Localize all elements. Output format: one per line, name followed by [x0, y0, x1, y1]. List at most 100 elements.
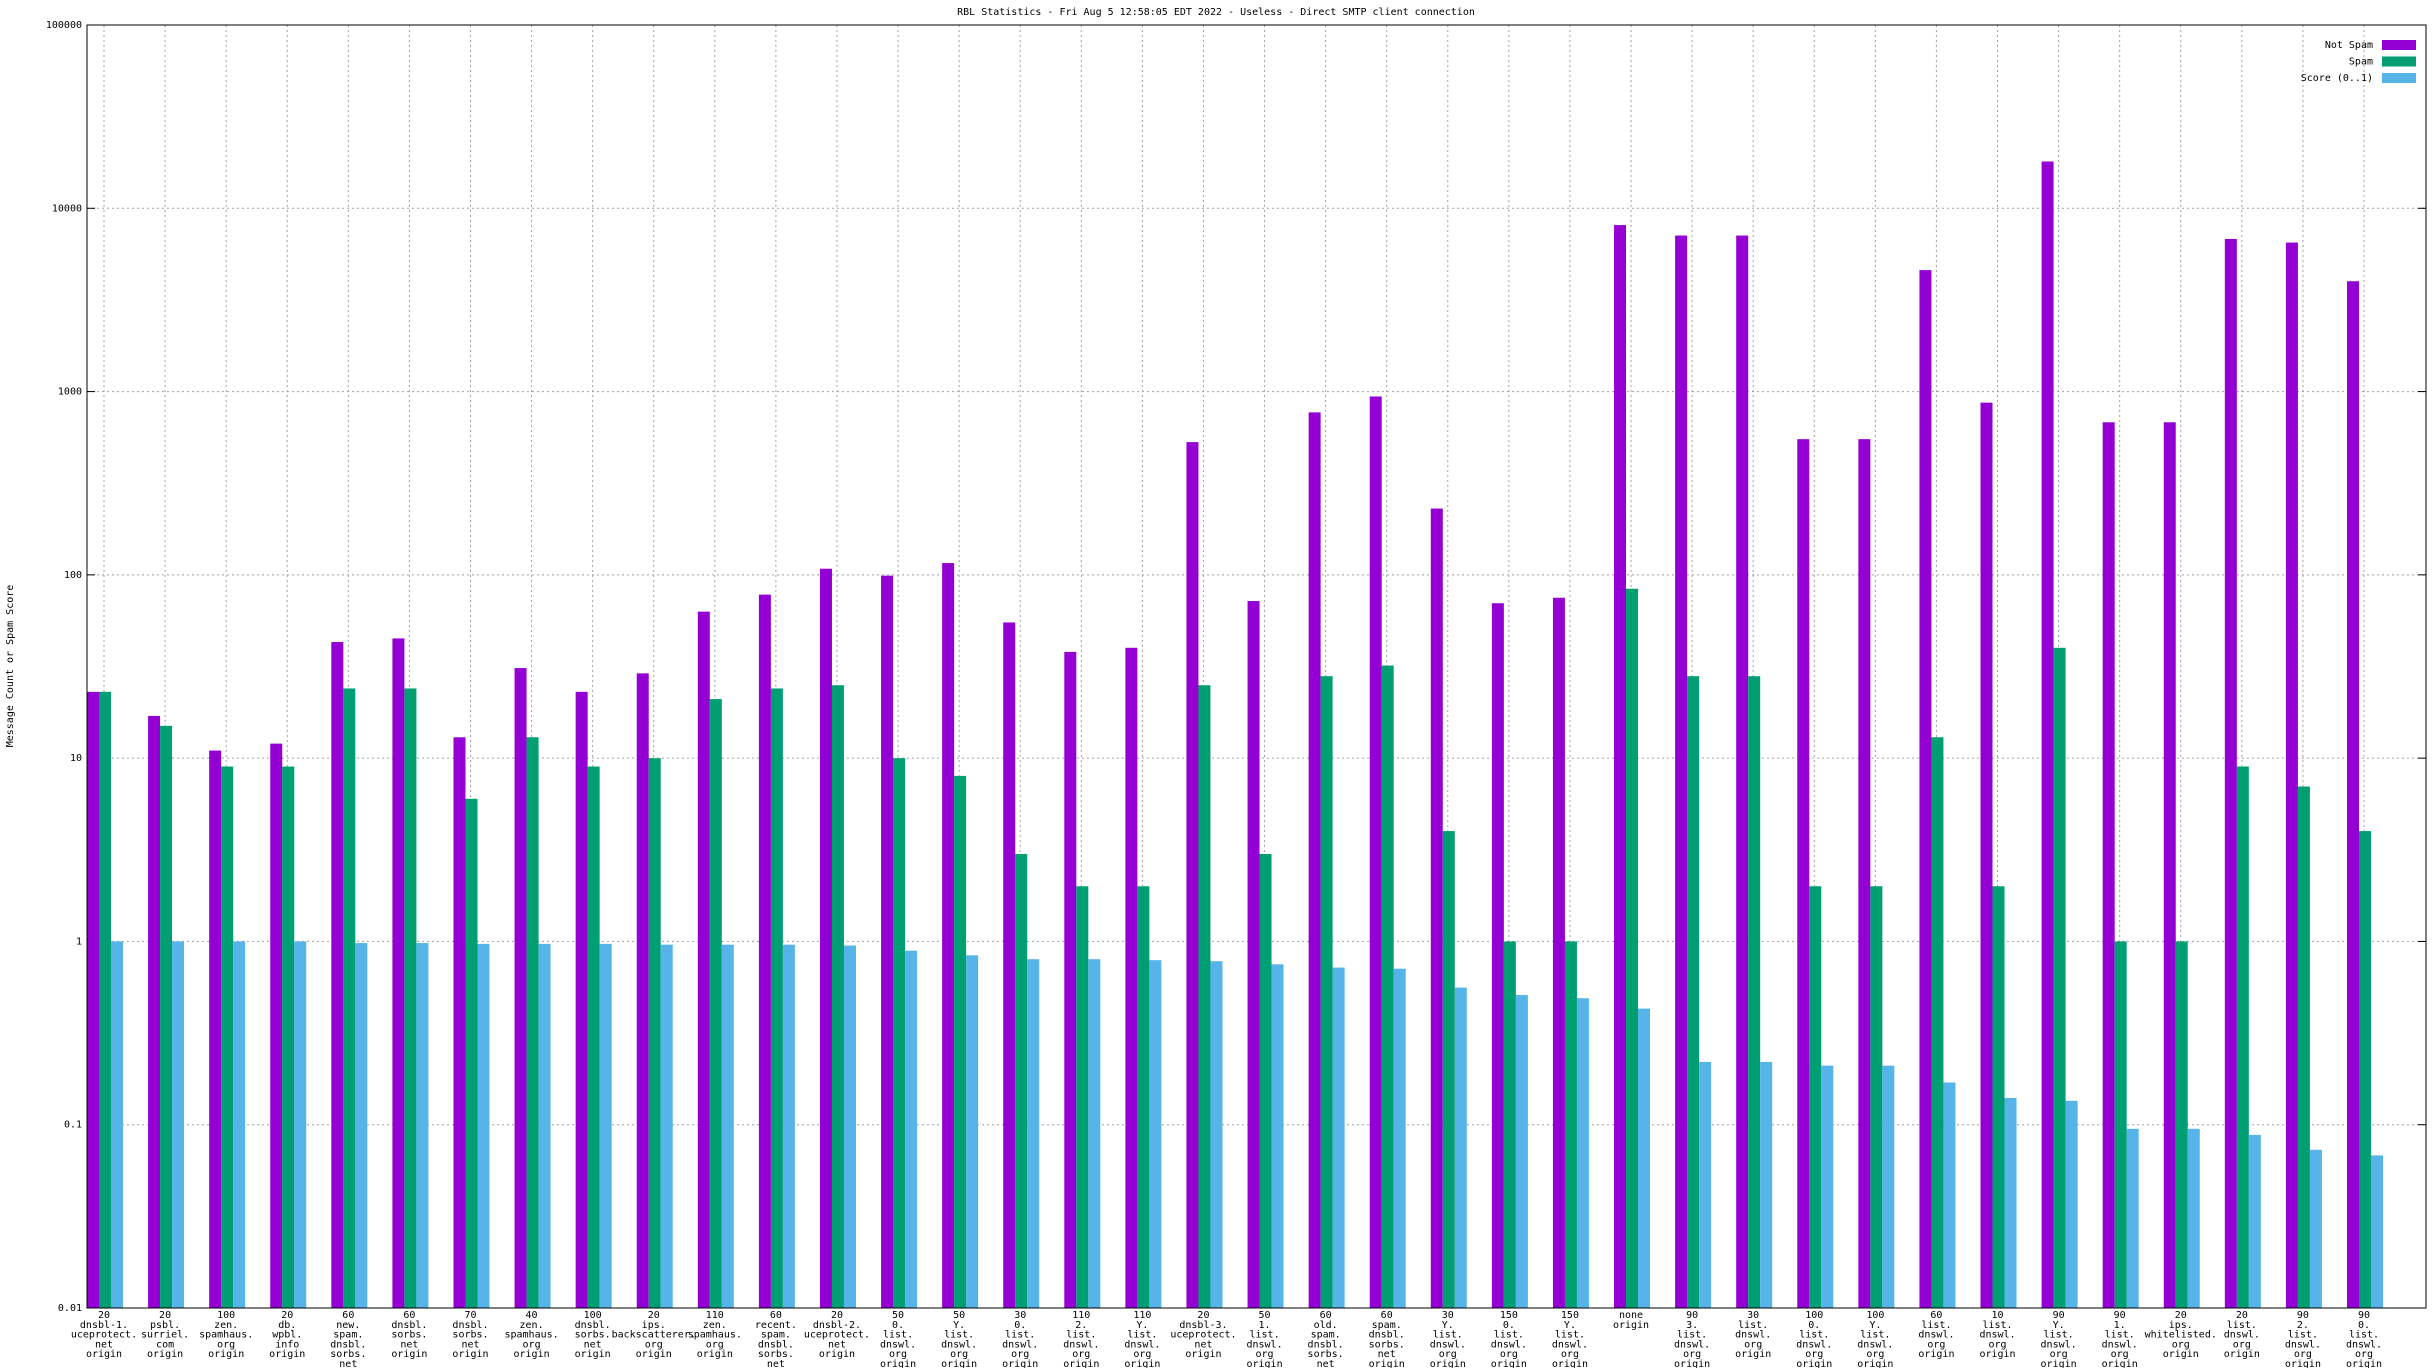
bar	[1210, 961, 1223, 1308]
y-tick-label: 10000	[52, 203, 82, 214]
bar	[1320, 676, 1333, 1308]
bar	[2126, 1128, 2139, 1308]
x-tick-label: 90 2. list. dnswl. org origin	[2285, 1310, 2321, 1368]
bar	[1198, 685, 1211, 1308]
bar	[954, 775, 967, 1308]
bar	[782, 944, 795, 1308]
bar	[1882, 1065, 1895, 1308]
bar	[2187, 1128, 2200, 1308]
bar	[648, 758, 661, 1308]
bar	[1491, 603, 1504, 1308]
bar	[514, 668, 527, 1308]
x-tick-label: 40 zen. spamhaus. org origin	[504, 1310, 558, 1360]
bar	[1931, 737, 1944, 1308]
x-tick-label: 50 1. list. dnswl. org origin	[1246, 1310, 1282, 1368]
x-tick-label: 30 0. list. dnswl. org origin	[1002, 1310, 1038, 1368]
bar	[99, 691, 111, 1308]
legend-swatch	[2382, 56, 2416, 67]
bar	[660, 944, 673, 1308]
bar	[1088, 959, 1101, 1308]
x-tick-label: 20 db. wpbl. info origin	[269, 1310, 305, 1360]
x-tick-label: 150 Y. list. dnswl. org origin	[1552, 1310, 1588, 1368]
legend-label: Not Spam	[2325, 40, 2373, 51]
bar	[770, 688, 783, 1308]
bar	[1332, 967, 1345, 1308]
bar	[905, 950, 918, 1308]
bar	[1980, 402, 1993, 1308]
x-tick-label: 50 Y. list. dnswl. org origin	[941, 1310, 977, 1368]
x-tick-label: 20 list. dnswl. org origin	[2224, 1310, 2260, 1360]
bar	[465, 798, 478, 1308]
x-tick-label: 20 dnsbl-2. uceprotect. net origin	[804, 1310, 870, 1360]
bar	[893, 758, 906, 1308]
x-tick-label: 110 zen. spamhaus. org origin	[688, 1310, 742, 1360]
bar	[636, 673, 649, 1308]
x-tick-label: 30 Y. list. dnswl. org origin	[1430, 1310, 1466, 1368]
x-tick-label: 70 dnsbl. sorbs. net origin	[452, 1310, 488, 1360]
bar	[343, 688, 356, 1308]
x-tick-label: 100 zen. spamhaus. org origin	[199, 1310, 253, 1360]
bar	[160, 725, 173, 1308]
bar	[2114, 941, 2127, 1308]
bar	[599, 943, 612, 1308]
bar	[1699, 1061, 1712, 1308]
bar	[1821, 1065, 1834, 1308]
bar	[1626, 588, 1639, 1308]
x-tick-label: 150 0. list. dnswl. org origin	[1491, 1310, 1527, 1368]
bar	[1271, 964, 1284, 1308]
bar	[1125, 647, 1138, 1308]
bar	[1393, 968, 1406, 1308]
x-tick-label: 30 list. dnswl. org origin	[1735, 1310, 1771, 1360]
bar	[2285, 242, 2298, 1308]
bar	[270, 743, 283, 1308]
x-tick-label: 60 list. dnswl. org origin	[1918, 1310, 1954, 1360]
legend-swatch	[2382, 73, 2416, 83]
bar	[2053, 647, 2066, 1308]
bar	[538, 943, 551, 1308]
bar	[111, 941, 123, 1308]
x-tick-label: 20 psbl. surriel. com origin	[141, 1310, 189, 1360]
bar	[843, 945, 856, 1308]
bar	[172, 941, 185, 1308]
bar	[1247, 601, 1260, 1308]
bar	[2065, 1100, 2078, 1308]
bar	[1760, 1061, 1773, 1308]
bar	[331, 642, 344, 1308]
legend-label: Spam	[2349, 57, 2373, 68]
bar	[282, 766, 295, 1308]
bar	[1992, 886, 2005, 1308]
bar	[2041, 161, 2054, 1308]
bar	[209, 750, 222, 1308]
y-tick-label: 100000	[46, 20, 82, 31]
x-tick-label: 50 0. list. dnswl. org origin	[880, 1310, 916, 1368]
bar	[819, 568, 832, 1308]
chart-title: RBL Statistics - Fri Aug 5 12:58:05 EDT …	[957, 7, 1475, 18]
legend-label: Score (0..1)	[2301, 73, 2373, 84]
bar	[2359, 831, 2371, 1308]
bar	[2224, 238, 2237, 1309]
bar	[1503, 941, 1516, 1308]
bar	[526, 737, 539, 1308]
y-tick-label: 0.1	[64, 1120, 82, 1131]
bar	[2347, 281, 2359, 1309]
bar	[1797, 439, 1810, 1308]
bar	[1149, 960, 1162, 1308]
bar	[1430, 508, 1443, 1308]
bar	[831, 685, 844, 1308]
bar	[1638, 1008, 1651, 1308]
bar	[1736, 235, 1749, 1308]
bar	[1369, 396, 1382, 1308]
bar	[2309, 1149, 2322, 1308]
y-tick-label: 1	[76, 936, 82, 947]
x-tick-label: 60 dnsbl. sorbs. net origin	[391, 1310, 427, 1360]
bar	[1943, 1082, 1956, 1308]
bar	[1552, 597, 1565, 1308]
bar	[587, 766, 600, 1308]
bar	[221, 766, 234, 1308]
x-tick-label: 60 spam. dnsbl. sorbs. net origin	[1369, 1310, 1405, 1368]
bar	[1186, 442, 1199, 1308]
